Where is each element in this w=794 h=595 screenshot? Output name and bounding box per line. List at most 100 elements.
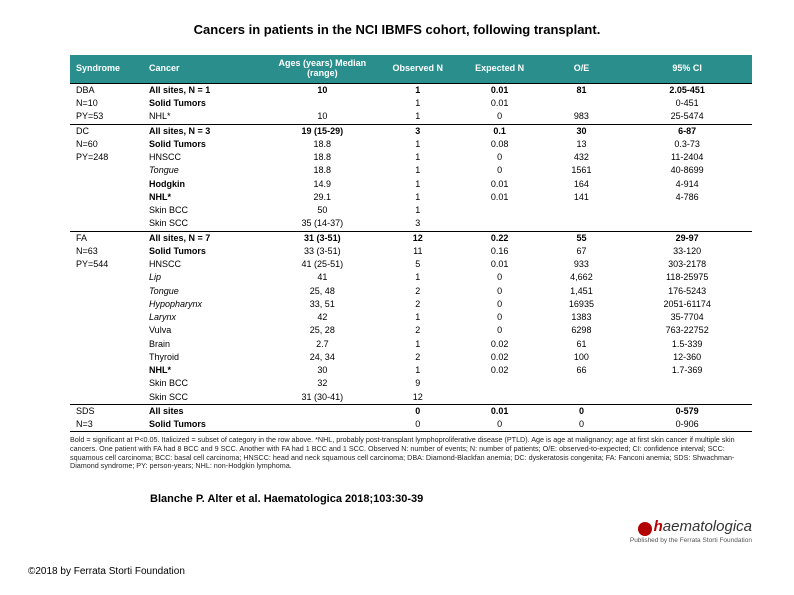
oe-cell: 16935: [541, 298, 623, 311]
table-row: Tongue18.810156140-8699: [70, 164, 752, 177]
cancer-cell: Tongue: [145, 285, 268, 298]
table-row: Skin BCC329: [70, 377, 752, 390]
syndrome-cell: [70, 285, 145, 298]
age-cell: 18.8: [268, 151, 377, 164]
obs-cell: 1: [377, 110, 459, 124]
oe-cell: 1561: [541, 164, 623, 177]
table-row-allsites: SDSAll sites00.0100-579: [70, 404, 752, 418]
table-row: Skin BCC501: [70, 204, 752, 217]
obs-cell: 2: [377, 285, 459, 298]
cancer-cell: Brain: [145, 338, 268, 351]
ci-cell: 11-2404: [622, 151, 752, 164]
age-cell: 25, 48: [268, 285, 377, 298]
logo-dot-icon: [638, 522, 652, 536]
ci-cell: [622, 217, 752, 231]
exp-cell: 0: [459, 298, 541, 311]
exp-cell: 0: [459, 151, 541, 164]
table-row: N=60Solid Tumors18.810.08130.3-73: [70, 138, 752, 151]
cancer-cell: NHL*: [145, 191, 268, 204]
ci-cell: 176-5243: [622, 285, 752, 298]
ci-cell: 0-579: [622, 404, 752, 418]
age-cell: [268, 404, 377, 418]
age-cell: 32: [268, 377, 377, 390]
cancer-cell: Solid Tumors: [145, 245, 268, 258]
ci-cell: [622, 377, 752, 390]
oe-cell: [541, 97, 623, 110]
obs-cell: 1: [377, 178, 459, 191]
exp-cell: 0: [459, 285, 541, 298]
table-row: Brain2.710.02611.5-339: [70, 338, 752, 351]
cancer-cell: Tongue: [145, 164, 268, 177]
obs-cell: 12: [377, 231, 459, 245]
table-row: Skin SCC35 (14-37)3: [70, 217, 752, 231]
obs-cell: 1: [377, 191, 459, 204]
cancer-cell: Solid Tumors: [145, 97, 268, 110]
table-row: Hodgkin14.910.011644-914: [70, 178, 752, 191]
ci-cell: 0-906: [622, 418, 752, 432]
age-cell: 18.8: [268, 164, 377, 177]
cancer-cell: Skin SCC: [145, 217, 268, 231]
ci-cell: 29-97: [622, 231, 752, 245]
oe-cell: 983: [541, 110, 623, 124]
syndrome-cell: [70, 311, 145, 324]
cancer-cell: HNSCC: [145, 151, 268, 164]
exp-cell: [459, 217, 541, 231]
oe-cell: [541, 377, 623, 390]
obs-cell: 5: [377, 258, 459, 271]
col-oe: O/E: [541, 55, 623, 83]
exp-cell: 0: [459, 271, 541, 284]
exp-cell: 0.02: [459, 351, 541, 364]
syndrome-cell: N=60: [70, 138, 145, 151]
exp-cell: 0.16: [459, 245, 541, 258]
exp-cell: 0: [459, 110, 541, 124]
obs-cell: 1: [377, 164, 459, 177]
age-cell: 10: [268, 83, 377, 97]
age-cell: 42: [268, 311, 377, 324]
ci-cell: 1.7-369: [622, 364, 752, 377]
cancer-cell: HNSCC: [145, 258, 268, 271]
exp-cell: 0.08: [459, 138, 541, 151]
syndrome-cell: PY=248: [70, 151, 145, 164]
ci-cell: 6-87: [622, 124, 752, 138]
table-row-allsites: DCAll sites, N = 319 (15-29)30.1306-87: [70, 124, 752, 138]
exp-cell: 0: [459, 324, 541, 337]
obs-cell: 1: [377, 138, 459, 151]
cancer-cell: Larynx: [145, 311, 268, 324]
age-cell: 19 (15-29): [268, 124, 377, 138]
age-cell: 30: [268, 364, 377, 377]
table-row: NHL*29.110.011414-786: [70, 191, 752, 204]
exp-cell: 0: [459, 311, 541, 324]
ci-cell: 763-22752: [622, 324, 752, 337]
oe-cell: 30: [541, 124, 623, 138]
oe-cell: 55: [541, 231, 623, 245]
oe-cell: 100: [541, 351, 623, 364]
syndrome-cell: SDS: [70, 404, 145, 418]
table-row: NHL*3010.02661.7-369: [70, 364, 752, 377]
obs-cell: 3: [377, 124, 459, 138]
syndrome-cell: [70, 271, 145, 284]
obs-cell: 3: [377, 217, 459, 231]
exp-cell: 0.01: [459, 258, 541, 271]
syndrome-cell: [70, 164, 145, 177]
obs-cell: 1: [377, 204, 459, 217]
obs-cell: 1: [377, 97, 459, 110]
ci-cell: 1.5-339: [622, 338, 752, 351]
ci-cell: 25-5474: [622, 110, 752, 124]
oe-cell: 6298: [541, 324, 623, 337]
citation: Blanche P. Alter et al. Haematologica 20…: [150, 493, 423, 505]
exp-cell: [459, 377, 541, 390]
col-ci: 95% CI: [622, 55, 752, 83]
age-cell: 29.1: [268, 191, 377, 204]
cancer-cell: Solid Tumors: [145, 418, 268, 432]
exp-cell: 0.01: [459, 191, 541, 204]
ci-cell: 33-120: [622, 245, 752, 258]
obs-cell: 1: [377, 83, 459, 97]
age-cell: 41 (25-51): [268, 258, 377, 271]
age-cell: 31 (30-41): [268, 391, 377, 405]
cancer-cell: Skin BCC: [145, 204, 268, 217]
table-row: Lip41104,662118-25975: [70, 271, 752, 284]
age-cell: [268, 418, 377, 432]
syndrome-cell: DBA: [70, 83, 145, 97]
obs-cell: 12: [377, 391, 459, 405]
table-row: Larynx4210138335-7704: [70, 311, 752, 324]
